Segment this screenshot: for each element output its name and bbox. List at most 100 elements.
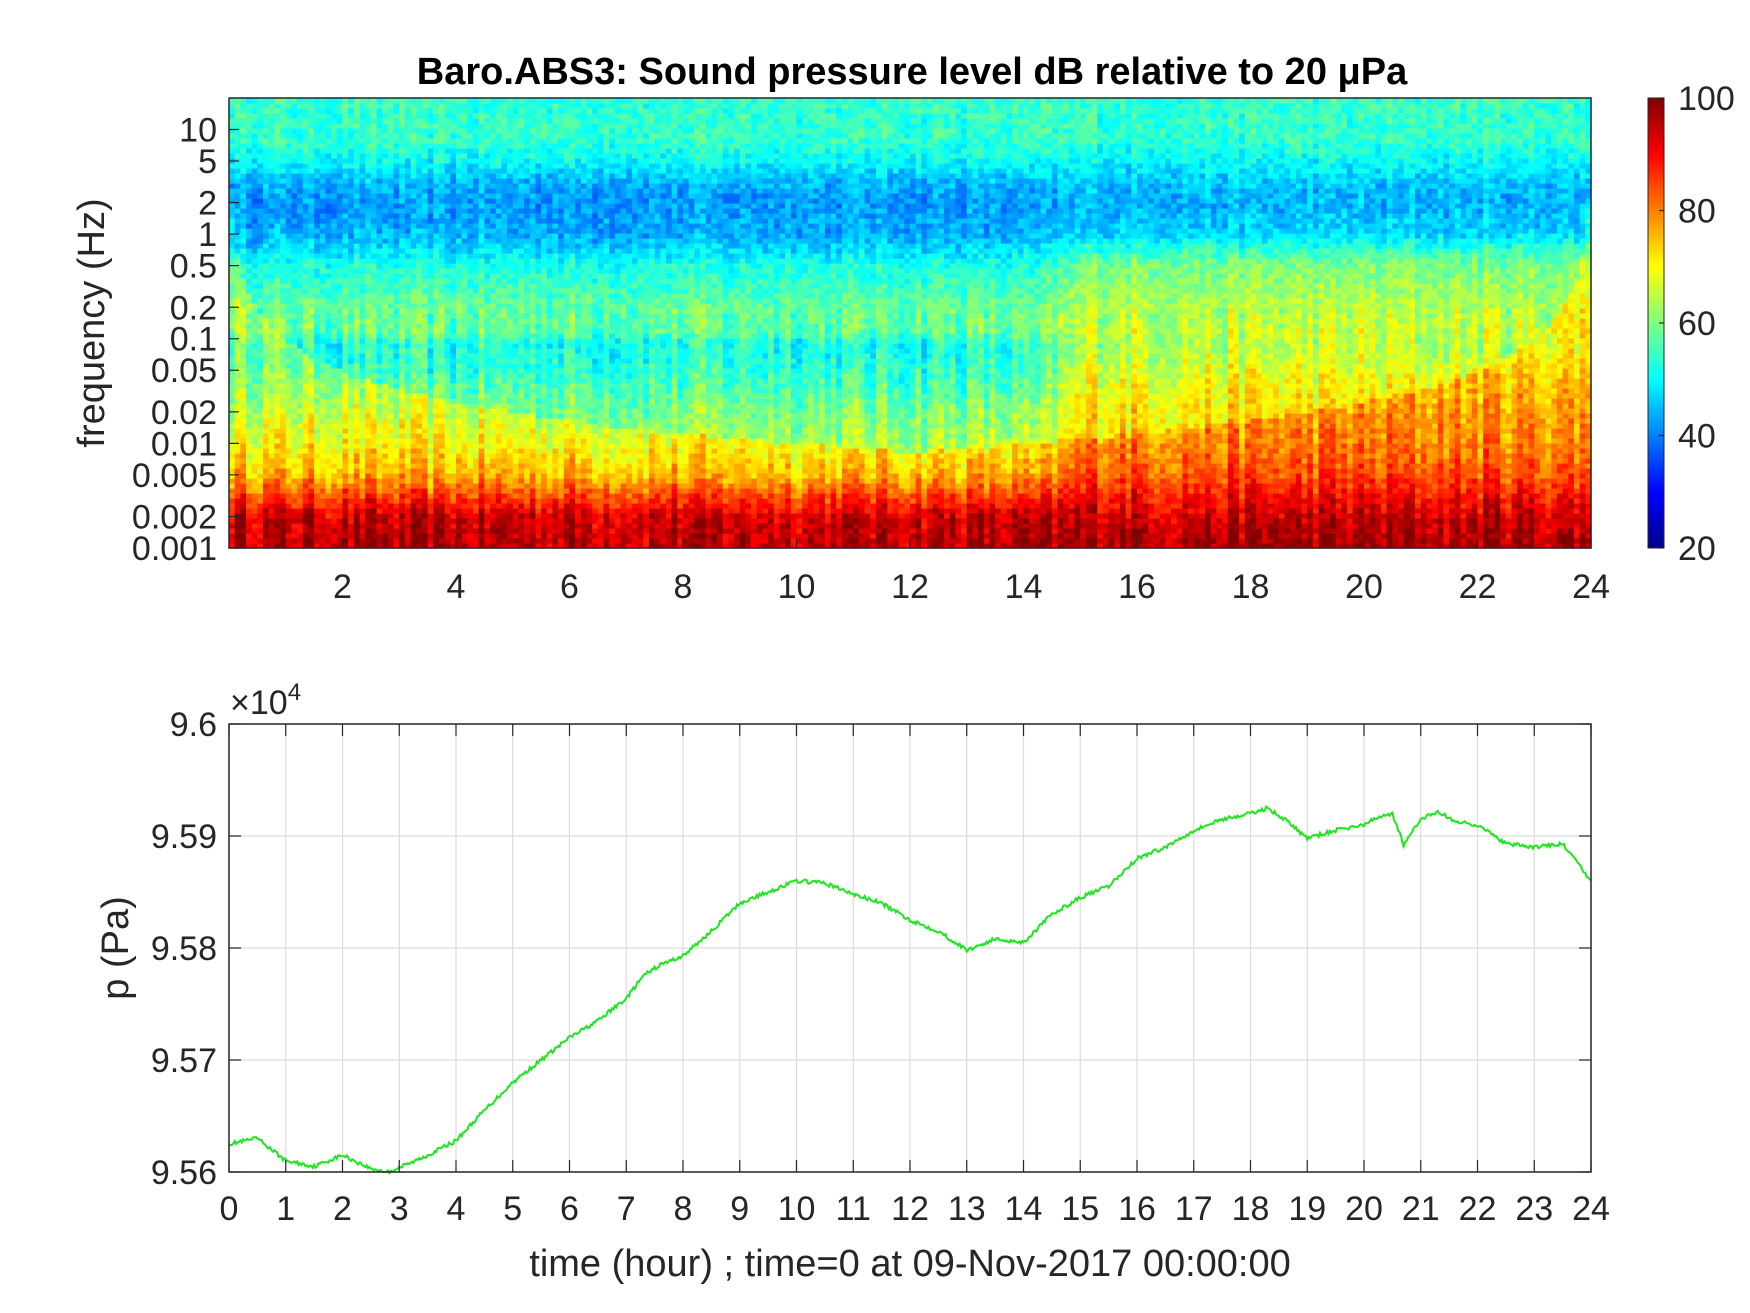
spectrogram-cell (268, 233, 275, 239)
spectrogram-cell (404, 498, 412, 504)
spectrogram-cell (319, 398, 327, 404)
spectrogram-cell (382, 178, 389, 184)
spectrogram-cell (404, 158, 412, 164)
spectrogram-cell (416, 108, 423, 114)
spectrogram-cell (376, 343, 383, 349)
spectrogram-cell (365, 353, 372, 359)
spectrogram-cell (257, 203, 264, 209)
spectrogram-cell (285, 393, 293, 399)
spectrogram-cell (410, 518, 417, 524)
spectrogram-cell (484, 388, 491, 394)
spectrogram-cell (382, 188, 389, 194)
spectrogram-cell (535, 293, 542, 299)
spectrogram-cell (541, 433, 548, 439)
spectrogram-cell (297, 218, 304, 224)
spectrogram-cell (512, 498, 520, 504)
spectrogram-cell (353, 518, 361, 524)
spectrogram-cell (274, 533, 281, 539)
spectrogram-cell (319, 273, 327, 279)
spectrogram-cell (512, 388, 520, 394)
spectrogram-cell (229, 213, 236, 219)
spectrogram-cell (484, 258, 491, 264)
spectrogram-cell (410, 213, 417, 219)
spectrogram-cell (473, 228, 480, 234)
spectrogram-cell (535, 183, 542, 189)
spectrogram-cell (240, 468, 247, 474)
spectrogram-cell (370, 183, 378, 189)
spectrogram-cell (410, 288, 417, 294)
spectrogram-cell (444, 263, 451, 269)
spectrogram-cell (280, 263, 287, 269)
spectrogram-cell (416, 273, 423, 279)
spectrogram-cell (291, 453, 298, 459)
spectrogram-cell (473, 98, 480, 104)
spectrogram-cell (444, 118, 451, 124)
spectrogram-cell (444, 308, 451, 314)
spectrogram-cell (387, 398, 395, 404)
spectrogram-cell (387, 263, 395, 269)
spectrogram-cell (280, 488, 287, 494)
spectrogram-cell (473, 218, 480, 224)
spectrogram-cell (387, 413, 395, 419)
spectrogram-cell (291, 288, 298, 294)
spectrogram-cell (348, 373, 355, 379)
spectrogram-cell (348, 468, 355, 474)
spectrogram-cell (484, 453, 491, 459)
spectrogram-cell (512, 383, 520, 389)
spectrogram-cell (376, 188, 383, 194)
spectrogram-cell (274, 218, 281, 224)
spectrogram-cell (524, 183, 531, 189)
spectrogram-cell (251, 438, 258, 444)
spectrogram-cell (359, 353, 366, 359)
spectrogram-cell (331, 203, 338, 209)
spectrogram-cell (325, 358, 332, 364)
spectrogram-cell (529, 453, 537, 459)
spectrogram-cell (501, 373, 508, 379)
spectrogram-cell (421, 543, 429, 549)
spectrogram-cell (501, 148, 508, 154)
spectrogram-cell (365, 488, 372, 494)
spectrogram-cell (353, 503, 361, 509)
spectrogram-cell (444, 458, 451, 464)
spectrogram-cell (359, 163, 366, 169)
spectrogram-cell (490, 333, 497, 339)
spectrogram-cell (257, 113, 264, 119)
spectrogram-cell (438, 193, 446, 199)
spectrogram-cell (314, 403, 321, 409)
spectrogram-cell (280, 373, 287, 379)
spectrogram-cell (240, 243, 247, 249)
spectrogram-cell (438, 378, 446, 384)
spectrogram-cell (456, 143, 463, 149)
spectrogram-cell (376, 383, 383, 389)
spectrogram-cell (450, 218, 457, 224)
spectrogram-cell (291, 533, 298, 539)
spectrogram-cell (484, 413, 491, 419)
spectrogram-cell (427, 168, 434, 174)
spectrogram-cell (308, 268, 315, 274)
spectrogram-cell (393, 508, 400, 514)
spectrogram-cell (438, 543, 446, 549)
spectrogram-cell (280, 163, 287, 169)
spectrogram-cell (342, 383, 349, 389)
spectrogram-cell (421, 538, 429, 544)
spectrogram-cell (285, 328, 293, 334)
spectrogram-cell (484, 418, 491, 424)
spectrogram-cell (280, 228, 287, 234)
spectrogram-cell (285, 103, 293, 109)
spectrogram-cell (348, 188, 355, 194)
spectrogram-cell (512, 273, 520, 279)
spectrogram-cell (274, 463, 281, 469)
spectrogram-cell (274, 213, 281, 219)
spectrogram-cell (246, 543, 253, 549)
spectrogram-cell (461, 143, 468, 149)
spectrogram-cell (382, 163, 389, 169)
spectrogram-cell (507, 103, 514, 109)
spectrogram-cell (433, 243, 440, 249)
spectrogram-cell (348, 518, 355, 524)
spectrogram-cell (404, 483, 412, 489)
spectrogram-cell (433, 313, 440, 319)
spectrogram-cell (495, 273, 502, 279)
spectrogram-cell (285, 118, 293, 124)
spectrogram-cell (268, 468, 275, 474)
spectrogram-cell (433, 358, 440, 364)
